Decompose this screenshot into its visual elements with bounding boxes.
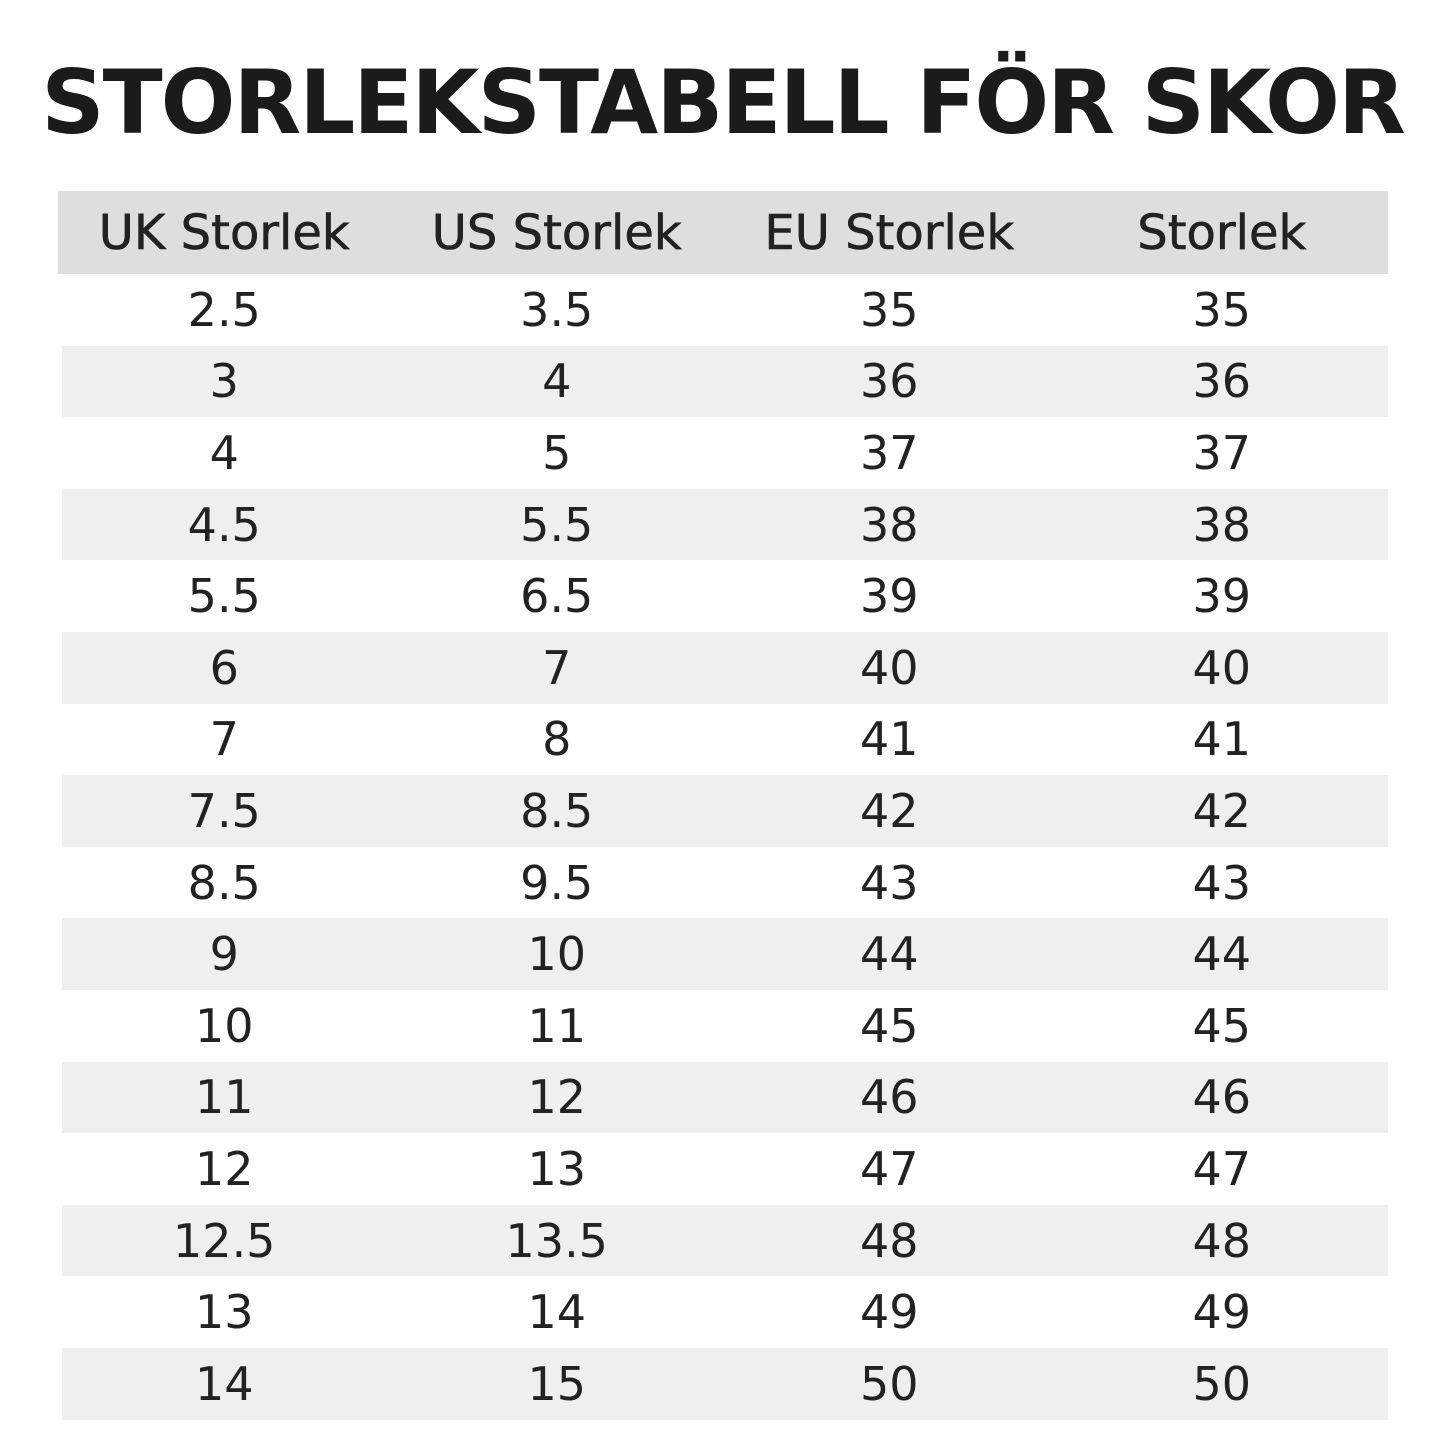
cell-us-size: 5.5 <box>520 497 594 552</box>
cell-eu-size: 37 <box>859 425 919 480</box>
page-title: STORLEKSTABELL FÖR SKOR <box>41 51 1406 154</box>
table-row: 9 10 44 44 <box>62 918 1388 990</box>
cell-us-size: 11 <box>527 998 587 1053</box>
cell-us-size: 9.5 <box>520 855 594 910</box>
cell-uk-size: 5.5 <box>187 569 261 624</box>
cell-size: 49 <box>1192 1285 1252 1340</box>
cell-size: 48 <box>1192 1213 1252 1268</box>
cell-us-size: 8.5 <box>520 783 594 838</box>
cell-size: 41 <box>1192 712 1252 767</box>
cell-eu-size: 49 <box>859 1285 919 1340</box>
cell-uk-size: 4 <box>209 425 239 480</box>
cell-us-size: 7 <box>542 640 572 695</box>
cell-uk-size: 7.5 <box>187 783 261 838</box>
table-row: 6 7 40 40 <box>62 631 1388 704</box>
table-row: 4 5 37 37 <box>58 417 1388 489</box>
table-row: 8.5 9.5 43 43 <box>58 847 1388 919</box>
cell-size: 38 <box>1192 497 1252 552</box>
cell-uk-size: 12 <box>194 1141 254 1196</box>
table-header-row: UK Storlek US Storlek EU Storlek Storlek <box>58 191 1388 274</box>
cell-size: 43 <box>1192 855 1252 910</box>
cell-eu-size: 38 <box>859 497 919 552</box>
table-row: 4.5 5.5 38 38 <box>62 488 1388 561</box>
cell-us-size: 3.5 <box>520 282 594 337</box>
cell-size: 39 <box>1192 569 1252 624</box>
table-row: 3 4 36 36 <box>62 345 1388 418</box>
cell-size: 50 <box>1192 1356 1252 1411</box>
table-row: 7.5 8.5 42 42 <box>62 775 1388 847</box>
cell-size: 47 <box>1192 1141 1252 1196</box>
header-uk-size: UK Storlek <box>98 204 350 261</box>
cell-eu-size: 43 <box>859 855 919 910</box>
cell-eu-size: 44 <box>859 927 919 982</box>
cell-size: 40 <box>1192 640 1252 695</box>
cell-eu-size: 36 <box>859 354 919 409</box>
cell-uk-size: 8.5 <box>187 855 261 910</box>
cell-us-size: 13.5 <box>505 1213 608 1268</box>
header-us-size: US Storlek <box>431 204 682 261</box>
cell-uk-size: 2.5 <box>187 282 261 337</box>
header-eu-size: EU Storlek <box>764 204 1015 261</box>
table-row: 7 8 41 41 <box>58 704 1388 776</box>
cell-us-size: 12 <box>527 1070 587 1125</box>
cell-eu-size: 46 <box>859 1070 919 1125</box>
cell-us-size: 15 <box>527 1356 587 1411</box>
table-row: 14 15 50 50 <box>62 1347 1388 1420</box>
cell-us-size: 8 <box>542 712 572 767</box>
cell-uk-size: 3 <box>209 354 239 409</box>
cell-size: 46 <box>1192 1070 1252 1125</box>
cell-size: 35 <box>1192 282 1252 337</box>
header-size: Storlek <box>1137 204 1307 261</box>
cell-eu-size: 47 <box>859 1141 919 1196</box>
cell-eu-size: 42 <box>859 783 919 838</box>
table-row: 10 11 45 45 <box>58 990 1388 1062</box>
cell-uk-size: 7 <box>209 712 239 767</box>
cell-eu-size: 40 <box>859 640 919 695</box>
cell-size: 45 <box>1192 998 1252 1053</box>
cell-uk-size: 10 <box>194 998 254 1053</box>
size-table: UK Storlek US Storlek EU Storlek Storlek… <box>58 191 1388 1420</box>
cell-uk-size: 14 <box>194 1356 254 1411</box>
table-body: 2.5 3.5 35 35 3 4 36 36 4 5 37 37 4.5 5.5 38 38 5.5 6.5 39… <box>58 274 1388 1420</box>
cell-uk-size: 12.5 <box>173 1213 276 1268</box>
cell-us-size: 13 <box>527 1141 587 1196</box>
table-row: 11 12 46 46 <box>62 1061 1388 1134</box>
cell-us-size: 6.5 <box>520 569 594 624</box>
table-row: 12.5 13.5 48 48 <box>62 1204 1388 1277</box>
cell-size: 37 <box>1192 425 1252 480</box>
cell-size: 44 <box>1192 927 1252 982</box>
cell-us-size: 5 <box>542 425 572 480</box>
cell-eu-size: 48 <box>859 1213 919 1268</box>
cell-eu-size: 35 <box>859 282 919 337</box>
cell-eu-size: 50 <box>859 1356 919 1411</box>
table-row: 12 13 47 47 <box>58 1133 1388 1205</box>
cell-uk-size: 13 <box>194 1285 254 1340</box>
cell-size: 42 <box>1192 783 1252 838</box>
cell-size: 36 <box>1192 354 1252 409</box>
cell-eu-size: 45 <box>859 998 919 1053</box>
cell-uk-size: 6 <box>209 640 239 695</box>
cell-us-size: 10 <box>527 927 587 982</box>
cell-eu-size: 39 <box>859 569 919 624</box>
cell-uk-size: 9 <box>209 927 239 982</box>
cell-uk-size: 11 <box>194 1070 254 1125</box>
table-row: 13 14 49 49 <box>58 1276 1388 1348</box>
cell-uk-size: 4.5 <box>187 497 261 552</box>
cell-us-size: 4 <box>542 354 572 409</box>
cell-us-size: 14 <box>527 1285 587 1340</box>
cell-eu-size: 41 <box>859 712 919 767</box>
table-row: 2.5 3.5 35 35 <box>58 274 1388 346</box>
table-row: 5.5 6.5 39 39 <box>58 560 1388 632</box>
